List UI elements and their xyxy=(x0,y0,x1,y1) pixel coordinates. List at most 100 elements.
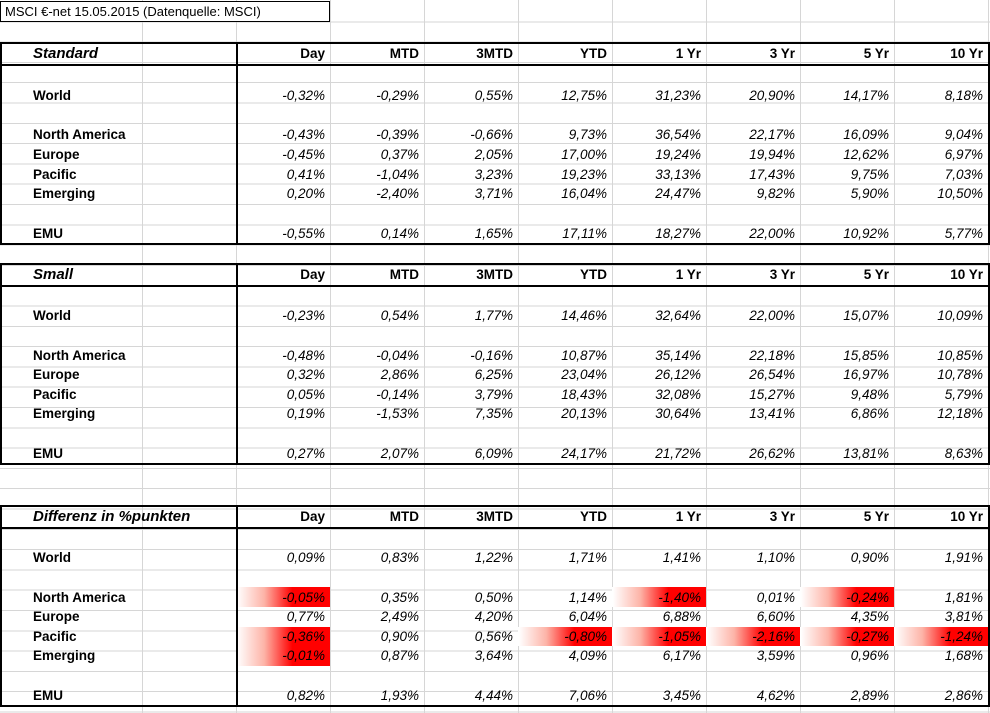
column-header-cell[interactable]: 3 Yr xyxy=(769,509,795,525)
column-header-cell[interactable]: MTD xyxy=(389,267,419,283)
value-cell[interactable]: 22,17% xyxy=(749,127,795,143)
value-cell[interactable]: 1,14% xyxy=(568,589,607,605)
section-title-cell[interactable]: Small xyxy=(33,266,74,284)
value-cell[interactable]: 9,73% xyxy=(568,127,607,143)
value-cell[interactable]: 9,75% xyxy=(850,166,889,182)
value-cell[interactable]: -2,40% xyxy=(376,186,419,202)
value-cell[interactable]: -0,39% xyxy=(376,127,419,143)
value-cell[interactable]: 0,32% xyxy=(286,367,325,383)
value-cell[interactable]: 4,62% xyxy=(756,687,795,703)
column-header-cell[interactable]: 5 Yr xyxy=(863,46,889,62)
value-cell[interactable]: 5,79% xyxy=(944,386,983,402)
value-cell[interactable]: 15,85% xyxy=(843,347,889,363)
value-cell[interactable]: -0,45% xyxy=(282,146,325,162)
value-cell[interactable]: -0,14% xyxy=(376,386,419,402)
column-header-cell[interactable]: 5 Yr xyxy=(863,267,889,283)
row-label-cell[interactable]: Pacific xyxy=(33,628,77,644)
value-cell[interactable]: 2,86% xyxy=(380,367,419,383)
value-cell[interactable]: 19,23% xyxy=(561,166,607,182)
value-cell[interactable]: -0,16% xyxy=(470,347,513,363)
value-cell[interactable]: 31,23% xyxy=(655,87,701,103)
value-cell[interactable]: -1,40% xyxy=(612,587,706,607)
column-header-cell[interactable]: 10 Yr xyxy=(950,509,983,525)
column-header-cell[interactable]: 3MTD xyxy=(476,267,513,283)
value-cell[interactable]: -0,05% xyxy=(236,587,330,607)
column-header-cell[interactable]: 10 Yr xyxy=(950,46,983,62)
value-cell[interactable]: 20,90% xyxy=(749,87,795,103)
value-cell[interactable]: 3,81% xyxy=(944,609,983,625)
row-label-cell[interactable]: EMU xyxy=(33,225,63,241)
value-cell[interactable]: 24,17% xyxy=(561,445,607,461)
value-cell[interactable]: -0,29% xyxy=(376,87,419,103)
column-header-cell[interactable]: 3 Yr xyxy=(769,46,795,62)
value-cell[interactable]: 0,56% xyxy=(474,628,513,644)
value-cell[interactable]: 32,08% xyxy=(655,386,701,402)
value-cell[interactable]: 0,20% xyxy=(286,186,325,202)
value-cell[interactable]: 6,09% xyxy=(474,445,513,461)
value-cell[interactable]: -0,23% xyxy=(282,308,325,324)
value-cell[interactable]: 0,09% xyxy=(286,550,325,566)
value-cell[interactable]: 3,71% xyxy=(474,186,513,202)
value-cell[interactable]: 6,17% xyxy=(662,648,701,664)
value-cell[interactable]: 0,05% xyxy=(286,386,325,402)
row-label-cell[interactable]: World xyxy=(33,550,71,566)
value-cell[interactable]: 0,90% xyxy=(380,628,419,644)
value-cell[interactable]: 12,62% xyxy=(843,146,889,162)
value-cell[interactable]: -0,48% xyxy=(282,347,325,363)
value-cell[interactable]: 33,13% xyxy=(655,166,701,182)
value-cell[interactable]: 5,77% xyxy=(944,225,983,241)
value-cell[interactable]: 36,54% xyxy=(655,127,701,143)
row-label-cell[interactable]: World xyxy=(33,87,71,103)
value-cell[interactable]: -0,36% xyxy=(236,626,330,647)
value-cell[interactable]: 22,18% xyxy=(749,347,795,363)
value-cell[interactable]: 17,43% xyxy=(749,166,795,182)
value-cell[interactable]: 0,37% xyxy=(380,146,419,162)
value-cell[interactable]: 7,03% xyxy=(944,166,983,182)
column-header-cell[interactable]: 3 Yr xyxy=(769,267,795,283)
value-cell[interactable]: 22,00% xyxy=(749,308,795,324)
value-cell[interactable]: 16,09% xyxy=(843,127,889,143)
column-header-cell[interactable]: 10 Yr xyxy=(950,267,983,283)
value-cell[interactable]: 8,18% xyxy=(944,87,983,103)
value-cell[interactable]: 0,96% xyxy=(850,648,889,664)
value-cell[interactable]: 2,89% xyxy=(850,687,889,703)
value-cell[interactable]: 4,20% xyxy=(474,609,513,625)
row-label-cell[interactable]: EMU xyxy=(33,687,63,703)
row-label-cell[interactable]: Emerging xyxy=(33,648,96,664)
value-cell[interactable]: 19,24% xyxy=(655,146,701,162)
row-label-cell[interactable]: Pacific xyxy=(33,386,77,402)
value-cell[interactable]: -0,04% xyxy=(376,347,419,363)
value-cell[interactable]: 1,91% xyxy=(944,550,983,566)
value-cell[interactable]: 12,75% xyxy=(561,87,607,103)
value-cell[interactable]: 0,35% xyxy=(380,589,419,605)
row-label-cell[interactable]: Pacific xyxy=(33,166,77,182)
value-cell[interactable]: -2,16% xyxy=(706,626,800,647)
value-cell[interactable]: 32,64% xyxy=(655,308,701,324)
value-cell[interactable]: 10,92% xyxy=(843,225,889,241)
value-cell[interactable]: 1,81% xyxy=(944,589,983,605)
value-cell[interactable]: 20,13% xyxy=(561,406,607,422)
column-header-cell[interactable]: 1 Yr xyxy=(675,267,701,283)
value-cell[interactable]: 1,65% xyxy=(474,225,513,241)
value-cell[interactable]: 18,43% xyxy=(561,386,607,402)
value-cell[interactable]: 0,41% xyxy=(286,166,325,182)
value-cell[interactable]: 0,82% xyxy=(286,687,325,703)
value-cell[interactable]: 4,44% xyxy=(474,687,513,703)
column-header-cell[interactable]: MTD xyxy=(389,46,419,62)
value-cell[interactable]: 5,90% xyxy=(850,186,889,202)
value-cell[interactable]: 6,25% xyxy=(474,367,513,383)
row-label-cell[interactable]: World xyxy=(33,308,71,324)
value-cell[interactable]: 17,11% xyxy=(562,225,607,241)
value-cell[interactable]: 10,87% xyxy=(561,347,607,363)
value-cell[interactable]: 10,09% xyxy=(937,308,983,324)
value-cell[interactable]: -0,66% xyxy=(470,127,513,143)
value-cell[interactable]: 9,82% xyxy=(756,186,795,202)
value-cell[interactable]: 10,50% xyxy=(937,186,983,202)
section-title-cell[interactable]: Standard xyxy=(33,45,99,63)
value-cell[interactable]: 1,68% xyxy=(944,648,983,664)
value-cell[interactable]: 26,12% xyxy=(655,367,701,383)
value-cell[interactable]: -0,27% xyxy=(800,626,894,647)
row-label-cell[interactable]: Europe xyxy=(33,146,80,162)
value-cell[interactable]: 9,48% xyxy=(850,386,889,402)
value-cell[interactable]: -1,04% xyxy=(376,166,419,182)
